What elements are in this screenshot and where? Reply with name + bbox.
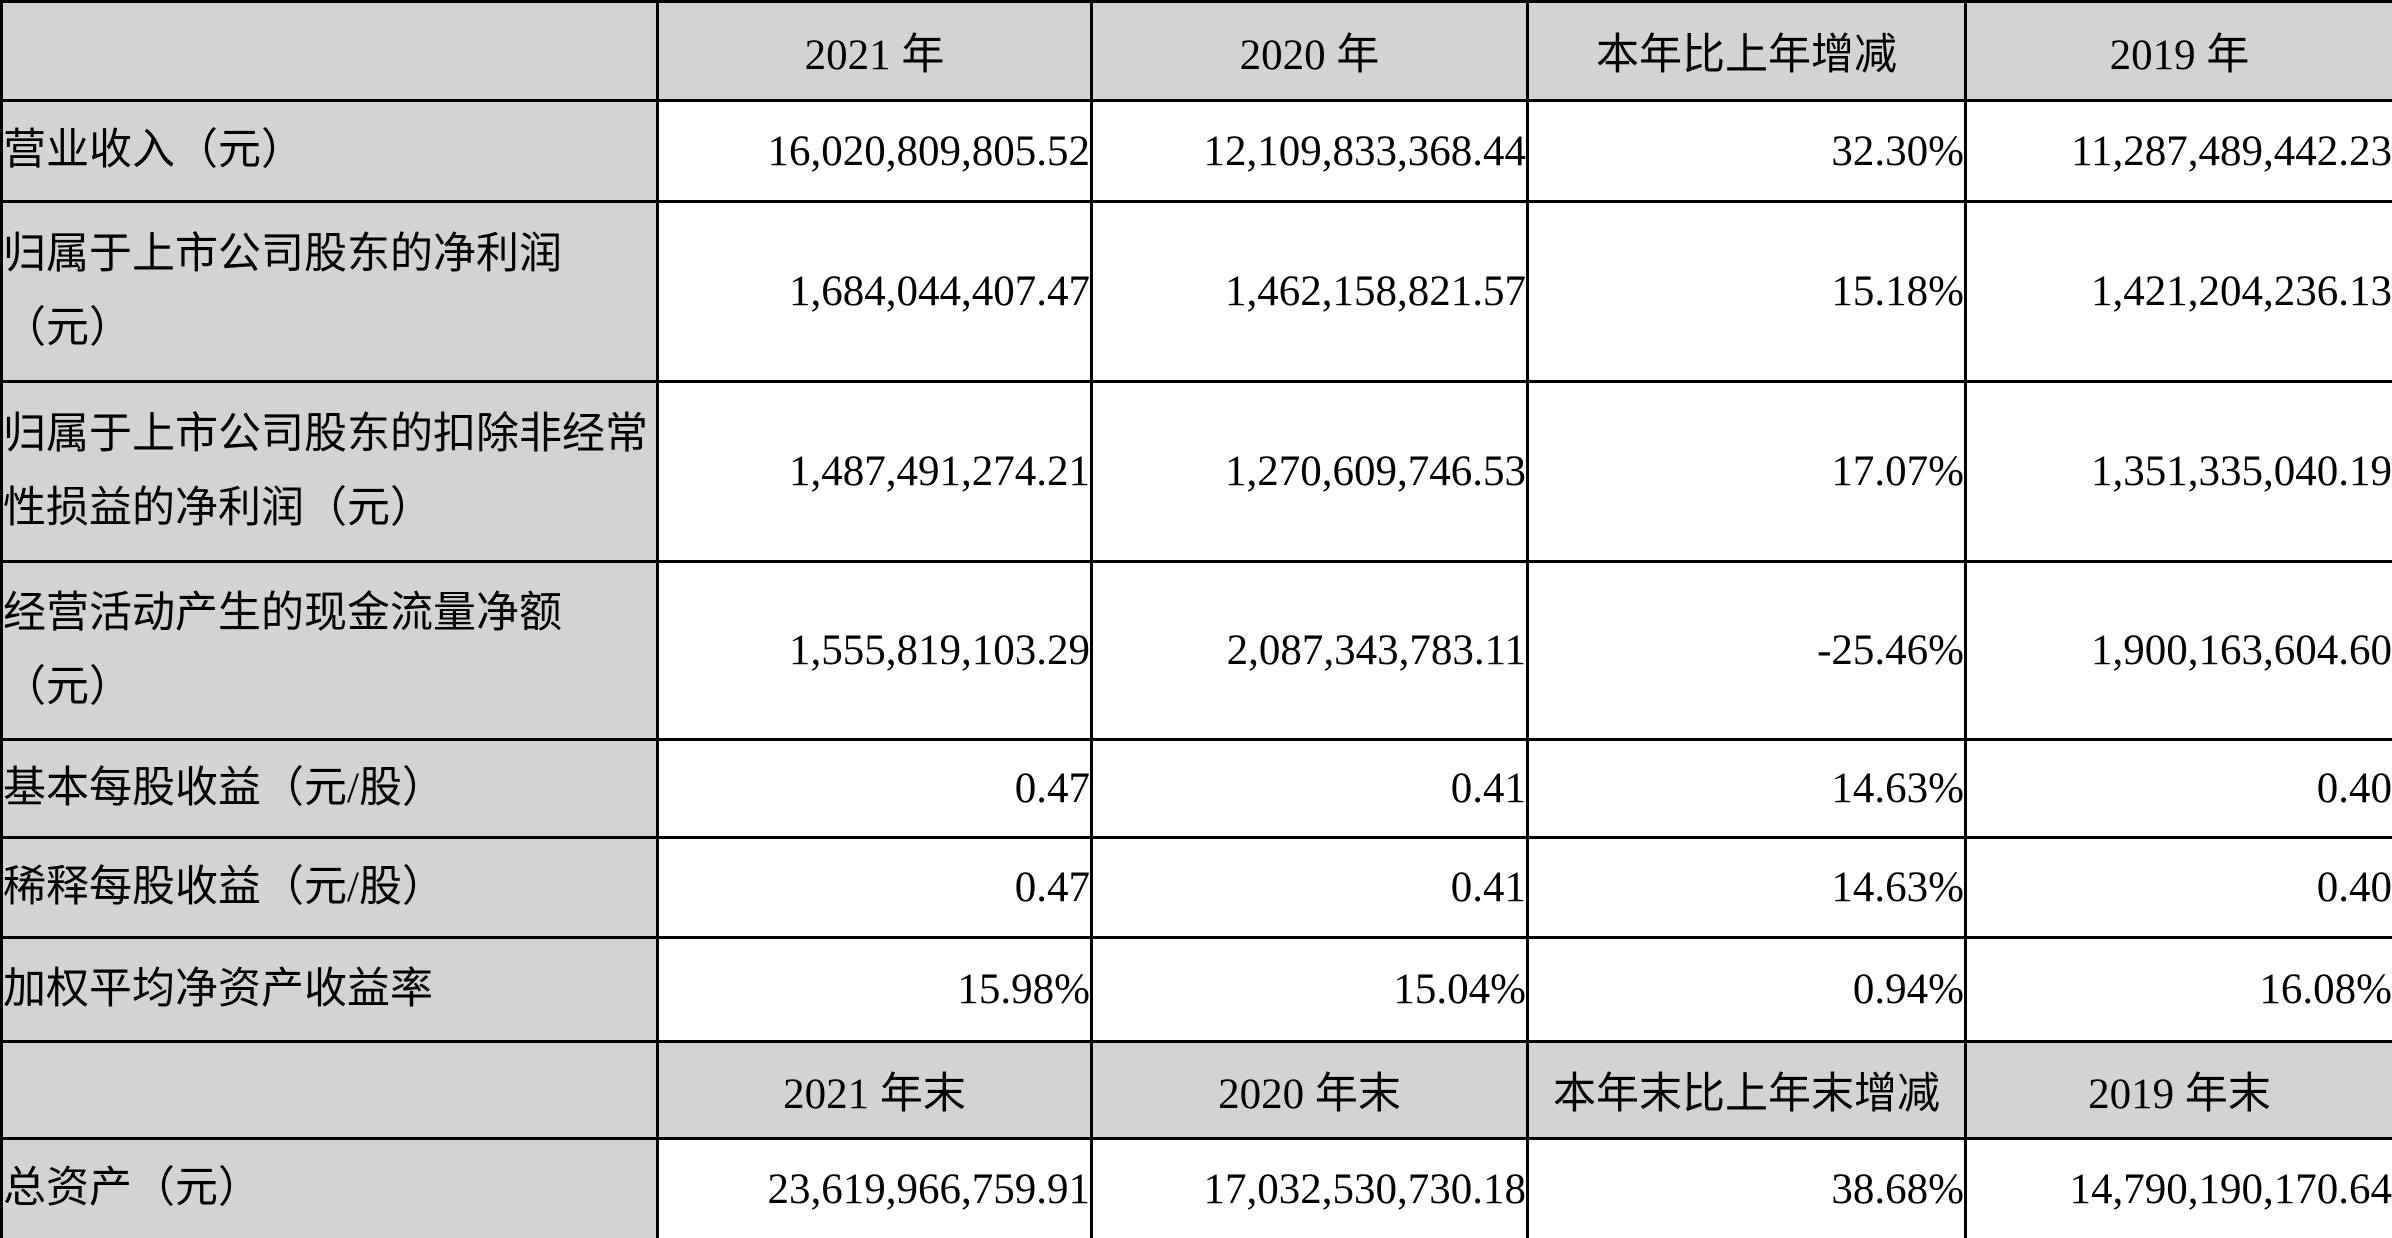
value-2021: 0.47	[656, 836, 1093, 939]
table-row-weighted-avg-roe: 加权平均净资产收益率 15.98% 15.04% 0.94% 16.08%	[0, 936, 2392, 1043]
value-yoy-change: 14.63%	[1526, 836, 1967, 939]
table-row-net-profit: 归属于上市公司股东的净利润（元） 1,684,044,407.47 1,462,…	[0, 200, 2392, 383]
table-header-row-annual: 2021 年 2020 年 本年比上年增减 2019 年	[0, 0, 2392, 102]
value-2019: 1,900,163,604.60	[1964, 560, 2392, 741]
row-label: 经营活动产生的现金流量净额（元）	[0, 560, 659, 741]
value-2020: 2,087,343,783.11	[1090, 560, 1529, 741]
value-2020: 1,270,609,746.53	[1090, 380, 1529, 563]
row-label: 总资产（元）	[0, 1137, 659, 1238]
col-header-2021: 2021 年	[656, 0, 1093, 102]
value-2019: 0.40	[1964, 738, 2392, 839]
value-yoy-change: -25.46%	[1526, 560, 1967, 741]
table-row-basic-eps: 基本每股收益（元/股） 0.47 0.41 14.63% 0.40	[0, 738, 2392, 839]
value-2019: 11,287,489,442.23	[1964, 99, 2392, 203]
value-2021: 1,684,044,407.47	[656, 200, 1093, 383]
col-header-yearend-change: 本年末比上年末增减	[1526, 1040, 1967, 1140]
value-2021: 1,487,491,274.21	[656, 380, 1093, 563]
value-2019-yearend: 14,790,190,170.64	[1964, 1137, 2392, 1238]
value-2019: 1,351,335,040.19	[1964, 380, 2392, 563]
value-2021: 16,020,809,805.52	[656, 99, 1093, 203]
value-2019: 16.08%	[1964, 936, 2392, 1043]
row-label: 稀释每股收益（元/股）	[0, 836, 659, 939]
corner-cell	[0, 1040, 659, 1140]
value-yoy-change: 17.07%	[1526, 380, 1967, 563]
row-label: 营业收入（元）	[0, 99, 659, 203]
value-2021: 1,555,819,103.29	[656, 560, 1093, 741]
value-2020: 0.41	[1090, 738, 1529, 839]
col-header-2019: 2019 年	[1964, 0, 2392, 102]
table-row-diluted-eps: 稀释每股收益（元/股） 0.47 0.41 14.63% 0.40	[0, 836, 2392, 939]
table-row-total-assets: 总资产（元） 23,619,966,759.91 17,032,530,730.…	[0, 1137, 2392, 1238]
value-yoy-change: 0.94%	[1526, 936, 1967, 1043]
col-header-2021-yearend: 2021 年末	[656, 1040, 1093, 1140]
value-yoy-change: 14.63%	[1526, 738, 1967, 839]
table-row-operating-revenue: 营业收入（元） 16,020,809,805.52 12,109,833,368…	[0, 99, 2392, 203]
col-header-yoy-change: 本年比上年增减	[1526, 0, 1967, 102]
row-label: 归属于上市公司股东的净利润（元）	[0, 200, 659, 383]
table-header-row-yearend: 2021 年末 2020 年末 本年末比上年末增减 2019 年末	[0, 1040, 2392, 1140]
value-2021: 0.47	[656, 738, 1093, 839]
value-2021-yearend: 23,619,966,759.91	[656, 1137, 1093, 1238]
value-2020: 1,462,158,821.57	[1090, 200, 1529, 383]
value-yearend-change: 38.68%	[1526, 1137, 1967, 1238]
value-2020-yearend: 17,032,530,730.18	[1090, 1137, 1529, 1238]
value-yoy-change: 32.30%	[1526, 99, 1967, 203]
row-label: 归属于上市公司股东的扣除非经常性损益的净利润（元）	[0, 380, 659, 563]
table-row-net-profit-excl-nonrecurring: 归属于上市公司股东的扣除非经常性损益的净利润（元） 1,487,491,274.…	[0, 380, 2392, 563]
value-2021: 15.98%	[656, 936, 1093, 1043]
table-row-operating-cash-flow: 经营活动产生的现金流量净额（元） 1,555,819,103.29 2,087,…	[0, 560, 2392, 741]
value-2020: 0.41	[1090, 836, 1529, 939]
value-2019: 1,421,204,236.13	[1964, 200, 2392, 383]
corner-cell	[0, 0, 659, 102]
value-2020: 15.04%	[1090, 936, 1529, 1043]
col-header-2020-yearend: 2020 年末	[1090, 1040, 1529, 1140]
value-yoy-change: 15.18%	[1526, 200, 1967, 383]
row-label: 加权平均净资产收益率	[0, 936, 659, 1043]
col-header-2020: 2020 年	[1090, 0, 1529, 102]
value-2020: 12,109,833,368.44	[1090, 99, 1529, 203]
value-2019: 0.40	[1964, 836, 2392, 939]
row-label: 基本每股收益（元/股）	[0, 738, 659, 839]
col-header-2019-yearend: 2019 年末	[1964, 1040, 2392, 1140]
